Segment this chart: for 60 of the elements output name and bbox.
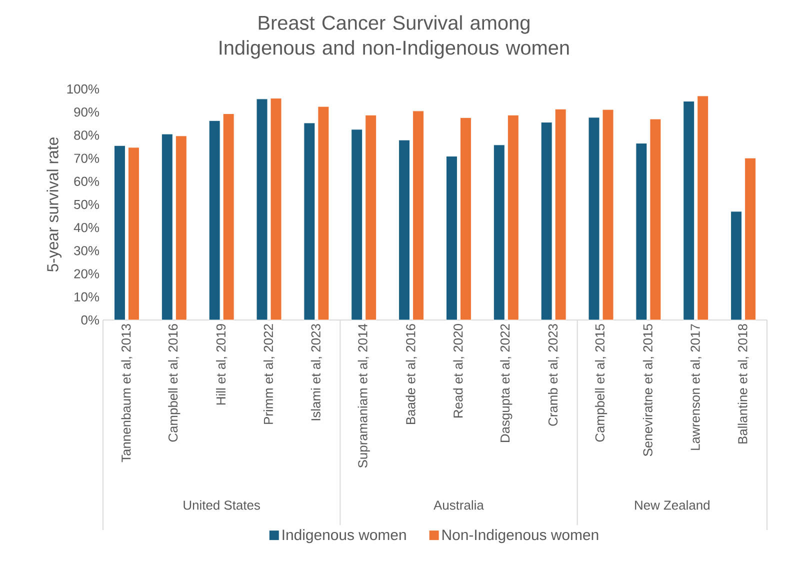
x-tick-label: Cramb et al, 2023 — [548, 324, 560, 426]
bar — [730, 211, 742, 320]
text: United States — [184, 500, 260, 510]
bar — [208, 120, 220, 320]
bar — [270, 98, 282, 320]
bar — [588, 117, 600, 320]
text: New Zealand — [635, 500, 710, 510]
bar — [446, 156, 458, 320]
chart-title: Breast Cancer Survival among Indigenous and non-Indigenous women — [220, 15, 569, 59]
bar — [398, 140, 410, 320]
bar — [683, 100, 695, 320]
y-tick-label: 100% — [67, 84, 100, 94]
y-tick-label: 30% — [74, 246, 100, 256]
x-tick-label: Ballantine et al, 2018 — [738, 324, 749, 444]
legend-label: Indigenous women — [282, 529, 406, 544]
bar — [554, 108, 566, 320]
y-tick-label: 90% — [74, 108, 100, 117]
x-tick-label: Hill et al, 2019 — [216, 324, 228, 405]
bar — [697, 96, 709, 320]
x-tick-label: Campbell et al, 2015 — [594, 324, 608, 442]
bar — [304, 122, 316, 320]
x-tick-label: Baade et al, 2016 — [406, 324, 417, 424]
bar — [161, 134, 173, 320]
legend-label: Non-Indigenous women — [442, 529, 598, 544]
bar — [460, 117, 472, 320]
x-tick-label: Seneviratne et al, 2015 — [642, 324, 654, 456]
bar — [222, 113, 234, 320]
bar — [636, 143, 648, 320]
bar — [318, 106, 330, 320]
x-tick-label: Tannenbaum et al, 2013 — [121, 324, 132, 462]
y-tick-label: 0% — [81, 315, 100, 325]
bar — [175, 136, 187, 320]
text: Australia — [434, 500, 484, 510]
y-tick-label: 80% — [74, 130, 100, 140]
bar — [744, 158, 756, 320]
x-tick-label: Dasgupta et al, 2022 — [500, 324, 512, 442]
bar — [351, 129, 363, 320]
bar — [650, 118, 662, 320]
x-tick-label: Lawrenson et al, 2017 — [690, 324, 702, 450]
x-tick-label: Campbell et al, 2016 — [168, 324, 180, 442]
y-tick-label: 10% — [74, 292, 100, 302]
x-tick-label: Read et al, 2020 — [453, 324, 464, 418]
x-tick-label: Islami et al, 2023 — [310, 324, 322, 420]
bar — [540, 122, 552, 320]
y-tick-label: 70% — [74, 154, 100, 163]
bar — [412, 110, 424, 320]
y-tick-label: 40% — [74, 223, 100, 232]
y-tick-label: 50% — [74, 200, 100, 210]
bar — [256, 98, 268, 320]
bar — [114, 145, 126, 320]
y-tick-label: 60% — [74, 176, 100, 186]
x-tick-label: Supramaniam et al, 2014 — [358, 324, 370, 468]
bar — [365, 114, 377, 320]
bar — [507, 114, 519, 320]
bar — [602, 109, 614, 320]
bar — [128, 147, 140, 320]
x-tick-label: Primm et al, 2022 — [263, 324, 275, 424]
y-axis-title: 5-year survival rate — [46, 137, 62, 272]
bar — [493, 144, 505, 320]
y-tick-label: 20% — [74, 269, 100, 278]
